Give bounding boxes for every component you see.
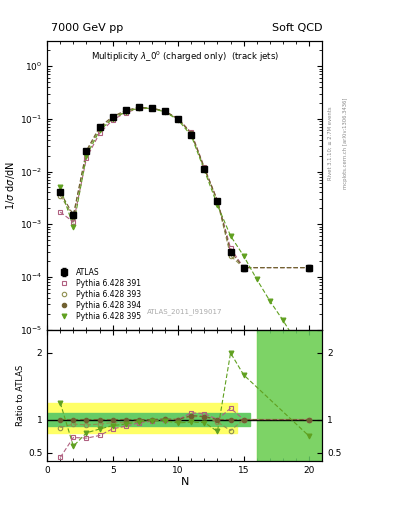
Pythia 6.428 393 bbox=[228, 253, 233, 259]
Bar bbox=[257, 330, 322, 461]
Pythia 6.428 394 bbox=[150, 105, 154, 111]
Pythia 6.428 393 bbox=[176, 116, 180, 122]
Y-axis label: 1/$\sigma$ d$\sigma$/dN: 1/$\sigma$ d$\sigma$/dN bbox=[4, 161, 17, 210]
X-axis label: N: N bbox=[180, 477, 189, 487]
Pythia 6.428 395 bbox=[215, 202, 220, 208]
Bar bbox=[47, 413, 250, 426]
Text: Multiplicity $\lambda\_0^0$ (charged only)  (track jets): Multiplicity $\lambda\_0^0$ (charged onl… bbox=[91, 50, 279, 64]
Pythia 6.428 395 bbox=[307, 358, 312, 365]
Line: Pythia 6.428 394: Pythia 6.428 394 bbox=[58, 105, 311, 270]
Pythia 6.428 395 bbox=[254, 276, 259, 283]
Pythia 6.428 394 bbox=[202, 165, 207, 172]
Line: Pythia 6.428 393: Pythia 6.428 393 bbox=[58, 105, 311, 270]
Pythia 6.428 395 bbox=[123, 109, 128, 115]
Pythia 6.428 393 bbox=[97, 125, 102, 132]
Pythia 6.428 395 bbox=[58, 184, 62, 190]
Pythia 6.428 395 bbox=[97, 127, 102, 134]
Pythia 6.428 391 bbox=[215, 198, 220, 204]
Pythia 6.428 391 bbox=[307, 265, 312, 271]
Pythia 6.428 393 bbox=[110, 115, 115, 121]
Pythia 6.428 393 bbox=[150, 105, 154, 111]
Pythia 6.428 391 bbox=[202, 164, 207, 170]
Pythia 6.428 395 bbox=[150, 105, 154, 112]
Text: Soft QCD: Soft QCD bbox=[272, 23, 322, 33]
Pythia 6.428 393 bbox=[215, 198, 220, 204]
Pythia 6.428 395 bbox=[163, 109, 167, 115]
Line: Pythia 6.428 395: Pythia 6.428 395 bbox=[58, 105, 312, 364]
Pythia 6.428 391 bbox=[136, 105, 141, 112]
Pythia 6.428 391 bbox=[228, 245, 233, 251]
Pythia 6.428 391 bbox=[84, 155, 89, 161]
Pythia 6.428 395 bbox=[136, 105, 141, 111]
Pythia 6.428 395 bbox=[241, 253, 246, 259]
Pythia 6.428 394 bbox=[110, 114, 115, 120]
Pythia 6.428 395 bbox=[176, 117, 180, 123]
Pythia 6.428 391 bbox=[150, 105, 154, 112]
Pythia 6.428 391 bbox=[163, 109, 167, 115]
Pythia 6.428 393 bbox=[189, 131, 194, 137]
Pythia 6.428 394 bbox=[84, 147, 89, 154]
Pythia 6.428 393 bbox=[241, 265, 246, 271]
Pythia 6.428 391 bbox=[71, 219, 76, 225]
Line: Pythia 6.428 391: Pythia 6.428 391 bbox=[58, 106, 311, 270]
Pythia 6.428 393 bbox=[58, 193, 62, 199]
Pythia 6.428 395 bbox=[202, 167, 207, 174]
Pythia 6.428 394 bbox=[176, 116, 180, 122]
Y-axis label: Ratio to ATLAS: Ratio to ATLAS bbox=[16, 365, 25, 426]
Text: Rivet 3.1.10; ≥ 2.7M events: Rivet 3.1.10; ≥ 2.7M events bbox=[328, 106, 333, 180]
Pythia 6.428 393 bbox=[202, 165, 207, 172]
Pythia 6.428 394 bbox=[189, 130, 194, 136]
Pythia 6.428 393 bbox=[123, 109, 128, 115]
Text: 7000 GeV pp: 7000 GeV pp bbox=[51, 23, 123, 33]
Pythia 6.428 391 bbox=[241, 265, 246, 271]
Bar bbox=[257, 330, 322, 461]
Pythia 6.428 394 bbox=[71, 212, 76, 218]
Pythia 6.428 395 bbox=[110, 116, 115, 122]
Pythia 6.428 393 bbox=[84, 150, 89, 156]
Pythia 6.428 393 bbox=[71, 214, 76, 220]
Pythia 6.428 395 bbox=[281, 317, 285, 324]
Pythia 6.428 394 bbox=[307, 265, 312, 271]
Text: ATLAS_2011_I919017: ATLAS_2011_I919017 bbox=[147, 308, 222, 315]
Pythia 6.428 394 bbox=[123, 107, 128, 113]
Pythia 6.428 391 bbox=[110, 117, 115, 123]
Pythia 6.428 393 bbox=[307, 265, 312, 271]
Pythia 6.428 395 bbox=[84, 153, 89, 159]
Pythia 6.428 395 bbox=[228, 233, 233, 239]
Pythia 6.428 395 bbox=[71, 224, 76, 230]
Pythia 6.428 394 bbox=[228, 249, 233, 255]
Pythia 6.428 395 bbox=[294, 338, 298, 345]
Pythia 6.428 394 bbox=[97, 124, 102, 130]
Pythia 6.428 391 bbox=[123, 110, 128, 116]
Legend: ATLAS, Pythia 6.428 391, Pythia 6.428 393, Pythia 6.428 394, Pythia 6.428 395: ATLAS, Pythia 6.428 391, Pythia 6.428 39… bbox=[54, 266, 143, 323]
Pythia 6.428 393 bbox=[136, 104, 141, 111]
Pythia 6.428 394 bbox=[136, 104, 141, 111]
Pythia 6.428 394 bbox=[163, 108, 167, 114]
Pythia 6.428 395 bbox=[268, 298, 272, 304]
Pythia 6.428 394 bbox=[215, 198, 220, 204]
Pythia 6.428 394 bbox=[58, 189, 62, 196]
Pythia 6.428 394 bbox=[241, 265, 246, 271]
Pythia 6.428 391 bbox=[97, 130, 102, 136]
Pythia 6.428 393 bbox=[163, 108, 167, 114]
Pythia 6.428 391 bbox=[58, 209, 62, 215]
Pythia 6.428 395 bbox=[189, 133, 194, 139]
Bar bbox=[47, 403, 237, 433]
Pythia 6.428 391 bbox=[176, 116, 180, 122]
Text: mcplots.cern.ch [arXiv:1306.3436]: mcplots.cern.ch [arXiv:1306.3436] bbox=[343, 98, 348, 189]
Pythia 6.428 391 bbox=[189, 130, 194, 136]
